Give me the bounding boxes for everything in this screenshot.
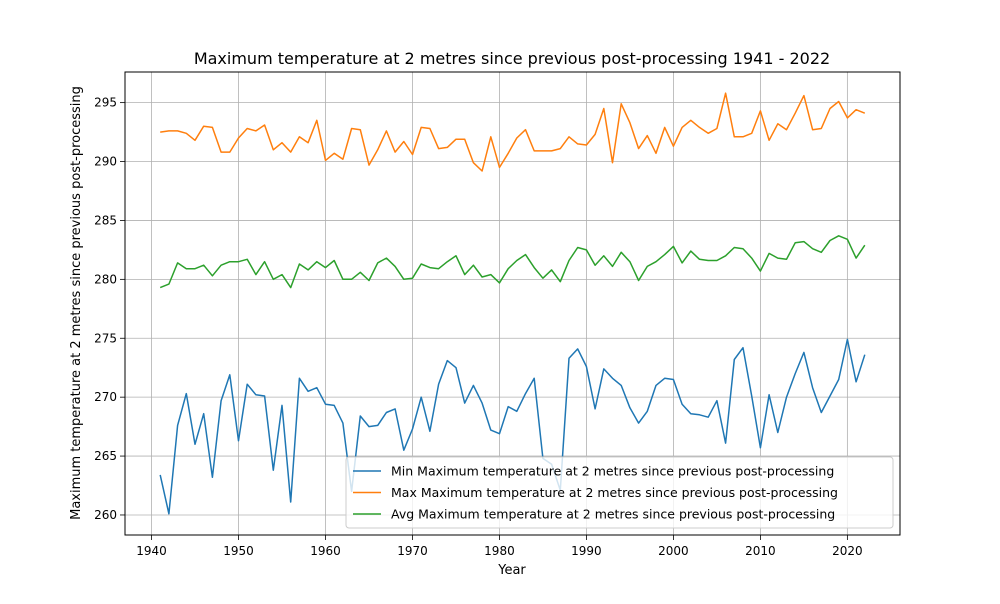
x-tick-label: 2010 [745, 544, 776, 558]
x-tick-label: 1940 [136, 544, 167, 558]
grid [125, 72, 900, 535]
legend: Min Maximum temperature at 2 metres sinc… [345, 456, 894, 529]
legend-label: Max Maximum temperature at 2 metres sinc… [391, 485, 838, 500]
y-tick-label: 295 [94, 96, 117, 110]
legend-label: Avg Maximum temperature at 2 metres sinc… [391, 507, 835, 522]
y-tick-label: 290 [94, 155, 117, 169]
x-tick-label: 2000 [658, 544, 689, 558]
x-tick-label: 1980 [484, 544, 515, 558]
x-tick-label: 1950 [223, 544, 254, 558]
series-line-avg [159, 235, 866, 289]
y-tick-label: 260 [94, 508, 117, 522]
legend-label: Min Maximum temperature at 2 metres sinc… [391, 464, 834, 479]
y-tick-label: 275 [94, 331, 117, 345]
x-tick-label: 2020 [832, 544, 863, 558]
x-tick-label: 1960 [310, 544, 341, 558]
x-axis-label: Year [497, 563, 526, 578]
y-tick-label: 285 [94, 213, 117, 227]
y-axis: 260 265 270 275 280 285 290 295 [94, 96, 125, 522]
y-axis-label: Maximum temperature at 2 metres since pr… [69, 86, 84, 520]
legend-box [345, 456, 894, 529]
y-tick-label: 265 [94, 449, 117, 463]
y-tick-label: 270 [94, 390, 117, 404]
x-tick-label: 1990 [571, 544, 602, 558]
x-axis: 1940 1950 1960 1970 1980 1990 2000 2010 2020 [136, 535, 863, 558]
series-line-min [159, 338, 866, 515]
x-tick-label: 1970 [397, 544, 428, 558]
plot-area-frame [124, 71, 901, 536]
y-tick-label: 280 [94, 272, 117, 286]
chart-title: Maximum temperature at 2 metres since pr… [194, 49, 830, 68]
series-line-max [160, 92, 866, 172]
series-lines [159, 92, 866, 515]
